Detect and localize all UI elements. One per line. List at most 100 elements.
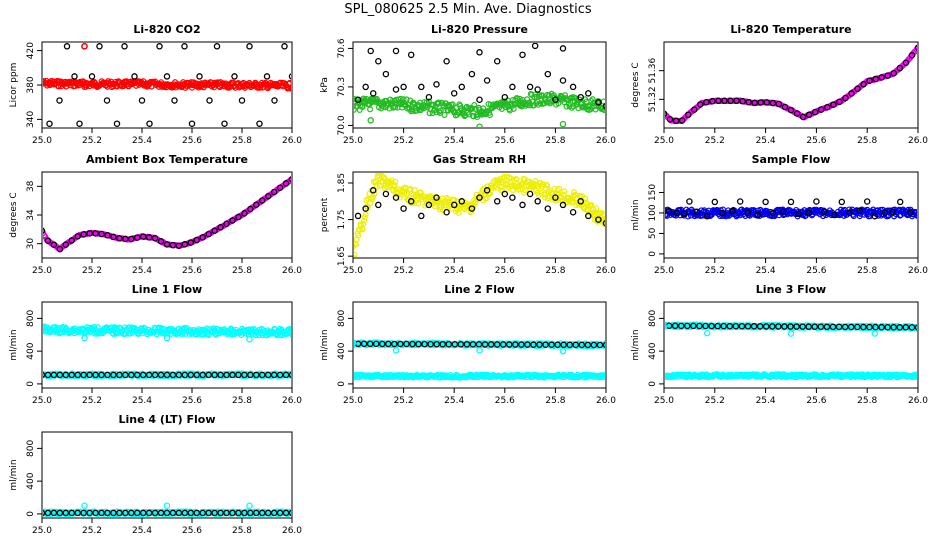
- y-tick-label: 340: [26, 111, 36, 128]
- data-point: [418, 212, 425, 220]
- data-point: [52, 323, 59, 330]
- data-point: [241, 509, 248, 517]
- data-point: [902, 324, 910, 331]
- x-tick-label: 25.0: [654, 136, 674, 146]
- data-point: [559, 45, 567, 52]
- data-point: [421, 340, 428, 348]
- data-point: [163, 502, 171, 509]
- series-points: [354, 43, 605, 110]
- data-point: [163, 334, 171, 342]
- data-point: [907, 209, 914, 217]
- data-point: [443, 58, 450, 65]
- data-point: [860, 323, 867, 331]
- data-point: [595, 216, 602, 223]
- data-point: [534, 86, 541, 93]
- data-point: [50, 371, 58, 379]
- series-points: [665, 198, 914, 220]
- data-point: [435, 99, 442, 106]
- x-tick-label: 25.8: [232, 396, 252, 406]
- data-point: [709, 97, 716, 105]
- data-point: [50, 241, 58, 248]
- data-point: [665, 207, 673, 215]
- panel-title: Ambient Box Temperature: [86, 153, 248, 166]
- data-point: [68, 371, 76, 379]
- data-point: [499, 341, 507, 348]
- data-point: [433, 340, 440, 348]
- data-point: [585, 212, 592, 220]
- data-point: [481, 341, 489, 348]
- x-tick-label: 25.6: [495, 396, 515, 406]
- data-point: [493, 341, 501, 348]
- data-point: [881, 209, 889, 217]
- data-point: [690, 106, 698, 113]
- data-point: [468, 208, 475, 215]
- x-tick-label: 25.6: [182, 136, 202, 146]
- data-point: [372, 340, 380, 348]
- series-average: [43, 509, 291, 517]
- data-point: [602, 372, 605, 379]
- data-point: [450, 201, 458, 209]
- data-point: [361, 217, 368, 224]
- data-point: [476, 123, 483, 127]
- y-tick-label: 1.75: [337, 210, 347, 230]
- data-point: [354, 241, 359, 248]
- data-point: [914, 44, 917, 51]
- y-tick-label: 150: [648, 184, 658, 201]
- data-point: [382, 70, 390, 78]
- data-point: [476, 194, 483, 201]
- data-point: [848, 90, 855, 97]
- data-point: [684, 111, 692, 119]
- x-tick-label: 25.6: [182, 526, 202, 536]
- data-point: [229, 509, 236, 517]
- data-point: [519, 51, 526, 59]
- data-point: [62, 241, 70, 248]
- data-point: [151, 509, 159, 517]
- data-point: [128, 509, 135, 517]
- data-point: [593, 205, 600, 212]
- y-axis-label: percent: [320, 197, 330, 232]
- data-point: [392, 86, 400, 93]
- plot-area: [354, 339, 605, 381]
- data-point: [443, 209, 450, 216]
- series-points: [81, 43, 88, 90]
- data-point: [866, 77, 873, 84]
- series-band: [354, 371, 605, 381]
- data-point: [552, 96, 559, 104]
- data-point: [400, 83, 407, 91]
- data-point: [829, 323, 837, 331]
- data-point: [441, 111, 448, 118]
- series-band: [354, 173, 605, 257]
- data-point: [169, 371, 177, 379]
- data-point: [156, 43, 163, 50]
- data-point: [860, 80, 867, 88]
- data-point: [80, 371, 87, 379]
- data-point: [199, 234, 206, 241]
- data-point: [449, 101, 456, 108]
- data-point: [602, 341, 605, 349]
- data-point: [288, 73, 291, 80]
- plot-frame: [41, 301, 293, 389]
- data-point: [289, 85, 291, 91]
- data-point: [702, 322, 709, 330]
- data-point: [872, 75, 879, 83]
- data-point: [133, 234, 141, 241]
- data-point: [415, 340, 422, 348]
- data-point: [276, 184, 284, 191]
- data-point: [247, 205, 254, 213]
- data-point: [288, 85, 291, 92]
- x-tick-label: 25.4: [132, 526, 152, 536]
- data-point: [196, 73, 203, 80]
- data-point: [585, 90, 592, 97]
- data-point: [476, 347, 483, 354]
- data-point: [145, 234, 153, 241]
- x-tick-label: 26.0: [908, 396, 928, 406]
- data-point: [256, 120, 263, 127]
- data-point: [838, 198, 846, 206]
- y-tick-label: 0: [337, 381, 347, 387]
- data-point: [781, 323, 788, 330]
- data-point: [544, 182, 551, 189]
- panel-title: Li-820 Temperature: [730, 23, 851, 36]
- data-point: [354, 251, 358, 257]
